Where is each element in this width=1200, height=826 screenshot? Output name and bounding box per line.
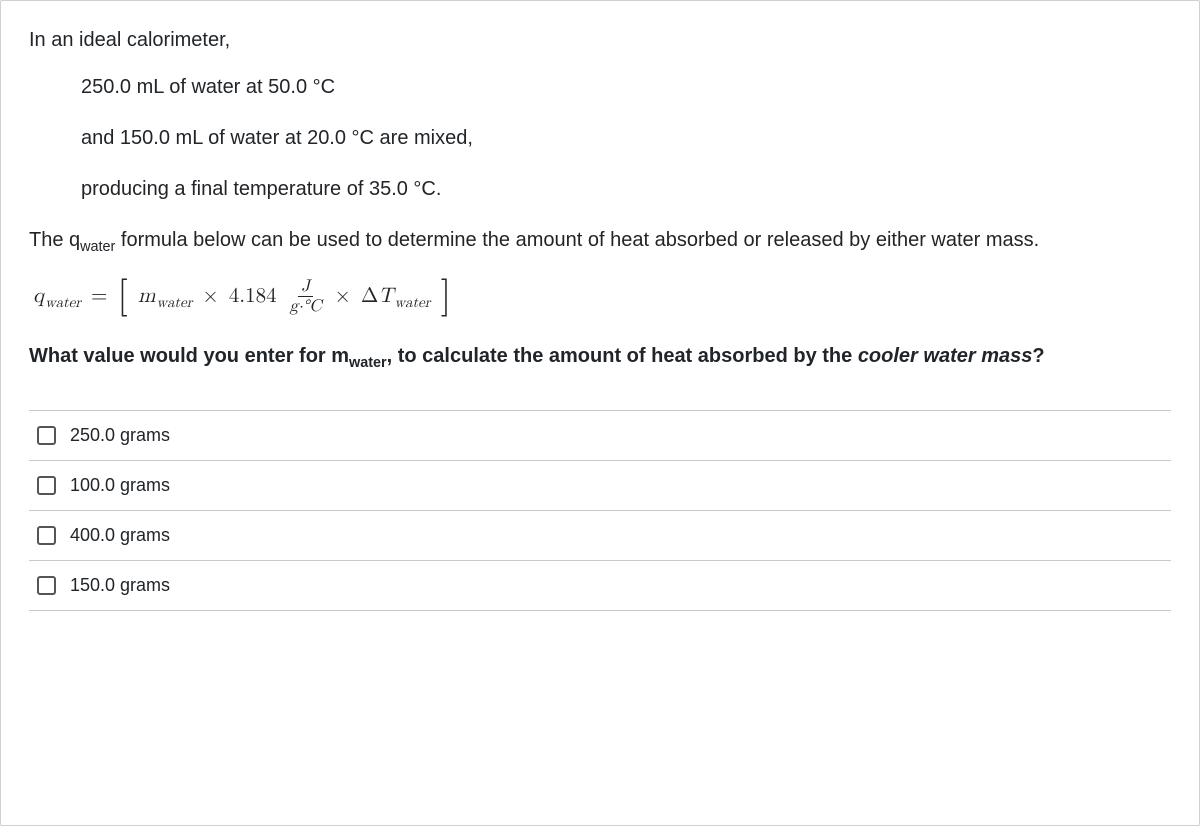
times-1: × [202, 284, 218, 309]
question-card: In an ideal calorimeter, 250.0 mL of wat… [0, 0, 1200, 826]
prompt-seg-3: ? [1032, 345, 1044, 367]
intro-text: In an ideal calorimeter, [29, 29, 1171, 52]
times-2: × [334, 284, 350, 309]
checkbox-icon[interactable] [37, 576, 56, 595]
formula-lhs: qwater [33, 284, 81, 309]
question-prompt: What value would you enter for mwater, t… [29, 341, 1171, 372]
option-row[interactable]: 400.0 grams [29, 510, 1171, 560]
prompt-seg-1: What value would you enter for m [29, 345, 349, 367]
option-label: 250.0 grams [70, 425, 170, 446]
prompt-seg-2: , to calculate the amount of heat absorb… [387, 345, 858, 367]
checkbox-icon[interactable] [37, 426, 56, 445]
condition-2: and 150.0 mL of water at 20.0 °C are mix… [81, 123, 1171, 154]
heat-formula: qwater = [ mwater × 4.184 J g·°C × ΔTwat… [33, 278, 1171, 315]
para-seg-1: The q [29, 229, 80, 251]
prompt-em-cooler: cooler water mass [858, 345, 1033, 367]
option-label: 100.0 grams [70, 475, 170, 496]
option-row[interactable]: 100.0 grams [29, 460, 1171, 510]
para-seg-2: formula below can be used to determine t… [115, 229, 1039, 251]
option-label: 400.0 grams [70, 525, 170, 546]
condition-1: 250.0 mL of water at 50.0 °C [81, 72, 1171, 103]
answer-options-list: 250.0 grams 100.0 grams 400.0 grams 150.… [29, 410, 1171, 611]
option-row[interactable]: 150.0 grams [29, 560, 1171, 611]
para-sub: water [80, 239, 115, 255]
option-label: 150.0 grams [70, 575, 170, 596]
formula-mass: mwater [138, 284, 192, 309]
formula-constant: 4.184 [229, 284, 277, 309]
prompt-sub: water [349, 355, 387, 371]
equals-sign: = [91, 284, 107, 309]
formula-units-fraction: J g·°C [287, 278, 325, 315]
condition-3: producing a final temperature of 35.0 °C… [81, 174, 1171, 205]
option-row[interactable]: 250.0 grams [29, 410, 1171, 460]
checkbox-icon[interactable] [37, 476, 56, 495]
formula-intro-paragraph: The qwater formula below can be used to … [29, 225, 1171, 256]
formula-delta-t: ΔTwater [361, 284, 431, 309]
checkbox-icon[interactable] [37, 526, 56, 545]
